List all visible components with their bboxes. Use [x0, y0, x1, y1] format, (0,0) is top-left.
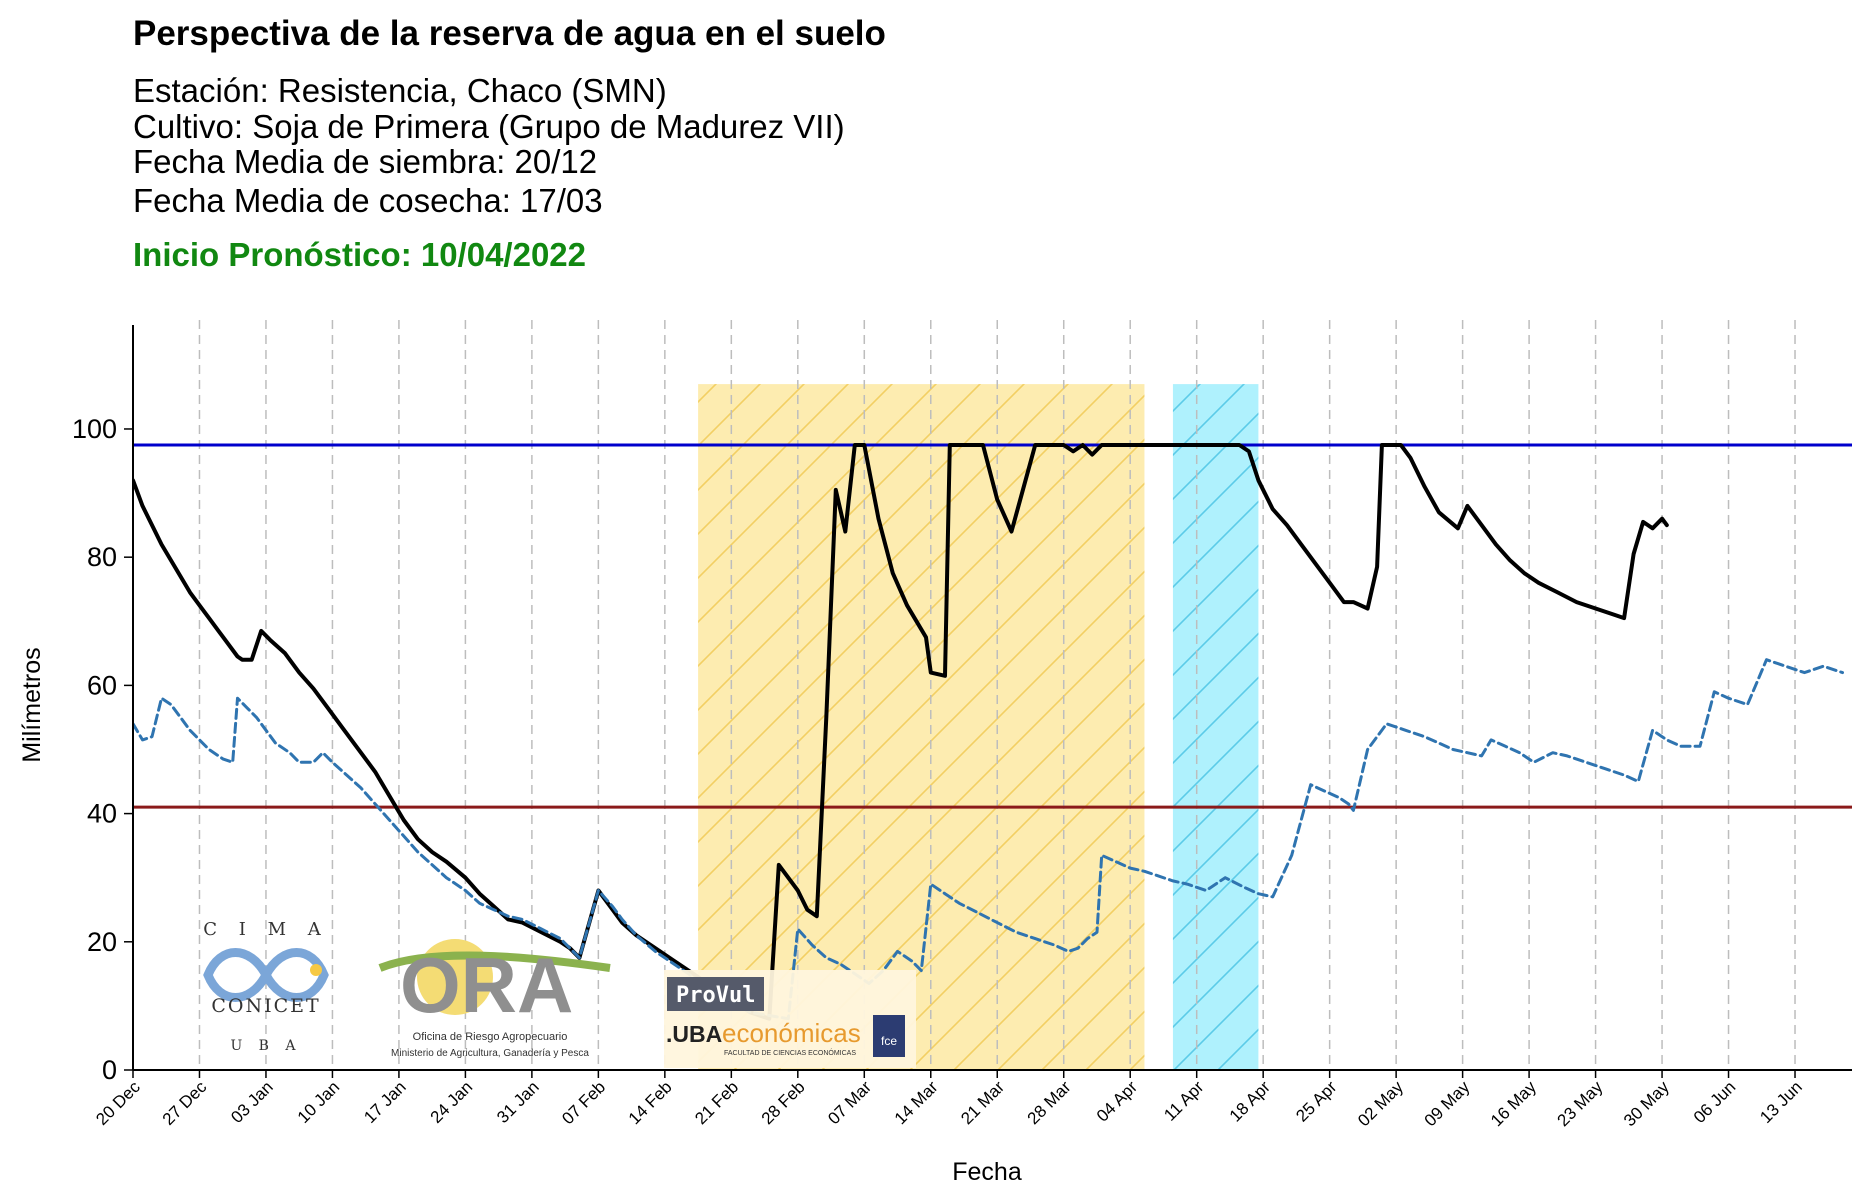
- y-tick-label: 0: [102, 1055, 117, 1085]
- ora-logo-text: ORA: [400, 941, 573, 1029]
- sowing-date-label: Fecha Media de siembra: 20/12: [133, 143, 598, 180]
- cima-logo-line1: C I M A: [203, 919, 328, 940]
- x-tick-label: 31 Jan: [493, 1077, 543, 1127]
- x-tick-label: 23 May: [1554, 1077, 1607, 1130]
- x-tick-label: 27 Dec: [159, 1077, 211, 1129]
- x-tick-label: 10 Jan: [294, 1077, 344, 1127]
- x-tick-label: 09 May: [1421, 1077, 1474, 1130]
- ora-leaf-icon: [378, 951, 611, 972]
- x-tick-label: 04 Apr: [1093, 1077, 1141, 1125]
- x-tick-label: 24 Jan: [427, 1077, 477, 1127]
- y-tick-label: 80: [87, 542, 117, 572]
- y-tick-label: 20: [87, 927, 117, 957]
- x-tick-label: 20 Dec: [92, 1077, 144, 1129]
- x-tick-label: 07 Mar: [824, 1077, 875, 1128]
- forecast-start-label: Inicio Pronóstico: 10/04/2022: [133, 236, 587, 273]
- chart-title: Perspectiva de la reserva de agua en el …: [133, 14, 886, 53]
- sun-icon: [310, 964, 322, 976]
- x-axis-label: Fecha: [952, 1158, 1022, 1186]
- x-tick-label: 11 Apr: [1160, 1077, 1208, 1125]
- x-tick-label: 17 Jan: [360, 1077, 410, 1127]
- critical-period-span-hatch: [698, 384, 1145, 1070]
- y-axis-label: Milímetros: [18, 647, 46, 762]
- harvest-date-label: Fecha Media de cosecha: 17/03: [133, 182, 603, 219]
- provul-badge-text: ProVul: [676, 983, 755, 1008]
- y-tick-label: 60: [87, 670, 117, 700]
- provul-uba-logo: ProVul .UBA económicas FACULTAD DE CIENC…: [664, 970, 916, 1068]
- crop-label: Cultivo: Soja de Primera (Grupo de Madur…: [133, 108, 845, 145]
- station-label: Estación: Resistencia, Chaco (SMN): [133, 72, 667, 109]
- observed-series-line: [133, 443, 1669, 1021]
- x-tick-label: 13 Jun: [1756, 1077, 1806, 1127]
- ora-logo-caption2: Ministerio de Agricultura, Ganadería y P…: [391, 1048, 589, 1059]
- cima-logo: C I M A CONICET U B A: [203, 919, 329, 1054]
- fce-text: fce: [881, 1034, 897, 1048]
- infinity-icon: [203, 948, 329, 1002]
- fce-shield-icon: [873, 1015, 905, 1057]
- forecast-period-span-hatch: [1172, 384, 1259, 1070]
- economicas-text: económicas: [722, 1018, 861, 1048]
- cima-logo-line2: CONICET: [211, 995, 320, 1017]
- x-tick-label: 21 Mar: [957, 1077, 1008, 1128]
- ora-logo: ORA Oficina de Riesgo Agropecuario Minis…: [378, 939, 611, 1059]
- x-tick-label: 14 Feb: [625, 1077, 676, 1128]
- y-tick-label: 100: [72, 414, 117, 444]
- provul-badge: [667, 977, 764, 1011]
- x-tick-label: 06 Jun: [1690, 1077, 1740, 1127]
- uba-text: .UBA: [666, 1021, 722, 1047]
- climatology-series-line: [133, 658, 1844, 1021]
- faculty-text: FACULTAD DE CIENCIAS ECONÓMICAS: [724, 1048, 856, 1057]
- x-tick-label: 03 Jan: [227, 1077, 277, 1127]
- x-tick-label: 25 Apr: [1292, 1077, 1340, 1125]
- x-tick-label: 02 May: [1354, 1077, 1407, 1130]
- x-tick-label: 07 Feb: [558, 1077, 609, 1128]
- ora-logo-caption1: Oficina de Riesgo Agropecuario: [413, 1031, 568, 1043]
- x-tick-label: 21 Feb: [691, 1077, 742, 1128]
- x-tick-label: 28 Mar: [1024, 1077, 1075, 1128]
- x-tick-label: 28 Feb: [758, 1077, 809, 1128]
- cima-logo-line3: U B A: [230, 1038, 301, 1054]
- y-tick-label: 40: [87, 799, 117, 829]
- x-tick-label: 30 May: [1620, 1077, 1673, 1130]
- x-tick-label: 14 Mar: [891, 1077, 942, 1128]
- x-tick-label: 18 Apr: [1226, 1077, 1274, 1125]
- x-tick-label: 16 May: [1487, 1077, 1540, 1130]
